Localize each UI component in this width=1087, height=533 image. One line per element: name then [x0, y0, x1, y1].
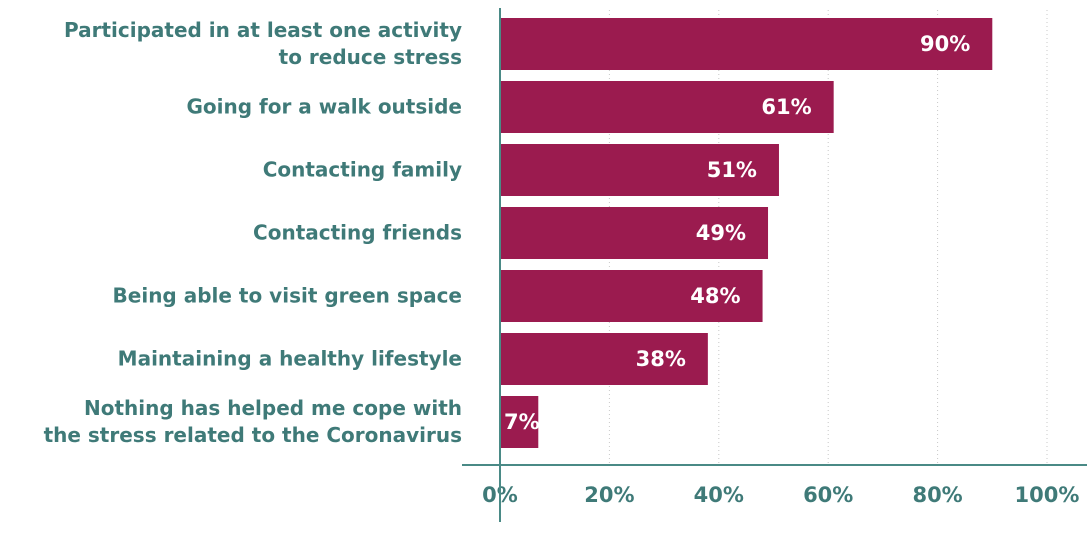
category-label: Participated in at least one activity to…	[63, 18, 462, 69]
category-label: Maintaining a healthy lifestyle	[117, 346, 462, 371]
x-tick-label: 80%	[912, 483, 962, 507]
x-tick-label: 100%	[1015, 483, 1080, 507]
category-label: Contacting family	[262, 157, 462, 182]
bar	[500, 396, 539, 448]
x-tick-label: 40%	[694, 483, 744, 507]
value-label: 90%	[920, 32, 970, 56]
value-label: 51%	[707, 158, 757, 182]
value-label: 38%	[636, 347, 686, 371]
x-tick-label: 20%	[584, 483, 634, 507]
bar	[500, 270, 763, 322]
value-label: 49%	[696, 221, 746, 245]
bar	[500, 18, 993, 70]
value-label: 61%	[761, 95, 811, 119]
category-label: Contacting friends	[253, 220, 462, 245]
value-label: 48%	[690, 284, 740, 308]
category-label: Being able to visit green space	[112, 283, 462, 308]
bar	[500, 144, 779, 196]
x-tick-label: 60%	[803, 483, 853, 507]
value-label: 7%	[504, 410, 540, 434]
bar	[500, 333, 708, 385]
bar	[500, 207, 769, 259]
category-label: Going for a walk outside	[186, 94, 462, 119]
category-label: Nothing has helped me cope with the stre…	[43, 396, 462, 447]
bar	[500, 81, 834, 133]
